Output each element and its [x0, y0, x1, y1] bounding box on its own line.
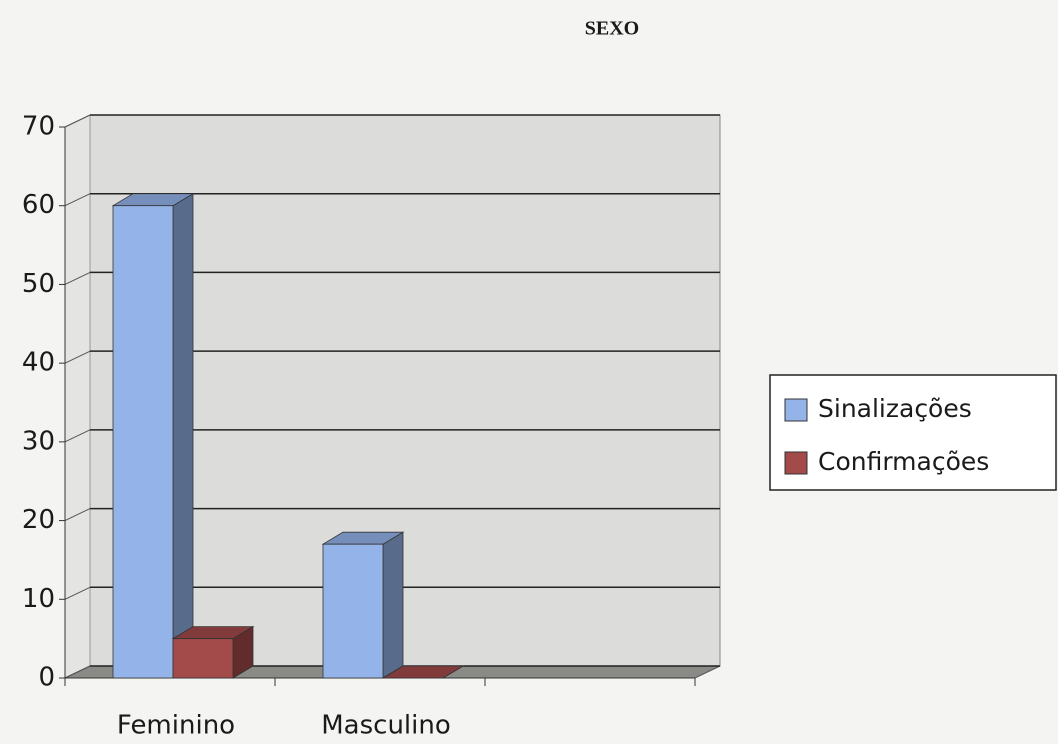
legend-label: Sinalizações	[818, 394, 972, 423]
bar-top	[381, 665, 465, 679]
grid-line-side	[64, 665, 91, 679]
grid-line-side	[64, 271, 91, 285]
y-tick-label: 60	[22, 190, 55, 220]
bar	[112, 205, 174, 679]
bar-side	[382, 531, 404, 679]
grid-line-side	[64, 508, 91, 522]
y-tick-label: 20	[22, 505, 55, 535]
y-tick-label: 0	[38, 663, 55, 693]
y-tick-label: 40	[22, 348, 55, 378]
y-tick-label: 50	[22, 269, 55, 299]
y-tick-label: 10	[22, 584, 55, 614]
legend-label: Confirmações	[818, 447, 989, 476]
legend-swatch	[784, 398, 808, 422]
grid-line-side	[64, 586, 91, 600]
grid-line-side	[64, 429, 91, 443]
chart-title: SEXO	[585, 18, 639, 40]
bar	[322, 543, 384, 679]
grid-line-side	[64, 350, 91, 364]
legend-box	[769, 374, 1057, 491]
bar	[172, 638, 234, 679]
grid-line-side	[64, 193, 91, 207]
x-tick-label: Feminino	[117, 711, 235, 741]
x-tick-label: Masculino	[321, 711, 451, 741]
grid-line-side	[64, 114, 91, 128]
y-tick-label: 70	[22, 112, 55, 142]
legend-swatch	[784, 451, 808, 475]
bar-side	[172, 193, 194, 679]
y-tick-label: 30	[22, 426, 55, 456]
